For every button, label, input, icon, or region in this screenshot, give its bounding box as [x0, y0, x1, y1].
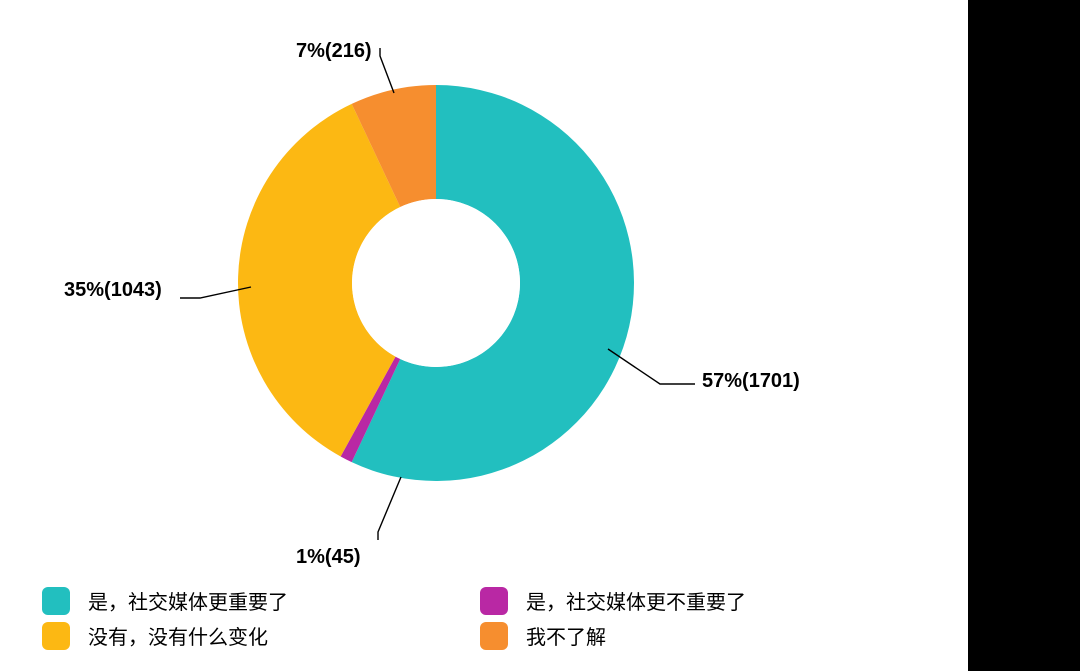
- swatch-yes-less: [480, 587, 508, 615]
- legend-item-yes-more: 是，社交媒体更重要了: [42, 586, 288, 615]
- donut-chart: [0, 0, 1080, 671]
- label-no-change: 35%(1043): [64, 279, 162, 302]
- legend-text-yes-more: 是，社交媒体更重要了: [88, 586, 288, 615]
- leader-dont_know: [380, 48, 394, 93]
- label-yes-more: 57%(1701): [702, 370, 800, 393]
- legend-text-yes-less: 是，社交媒体更不重要了: [526, 586, 746, 615]
- donut-hole: [352, 199, 520, 367]
- legend-col-2: 是，社交媒体更不重要了 我不了解: [480, 586, 746, 650]
- label-dont-know: 7%(216): [296, 40, 372, 63]
- legend-text-no-change: 没有，没有什么变化: [88, 621, 268, 650]
- chart-stage: 57%(1701) 1%(45) 35%(1043) 7%(216) 是，社交媒…: [0, 0, 1080, 671]
- legend-item-dont-know: 我不了解: [480, 621, 746, 650]
- leader-yes_less: [378, 477, 401, 540]
- donut-svg: [0, 0, 1080, 671]
- swatch-dont-know: [480, 622, 508, 650]
- label-yes-less: 1%(45): [296, 546, 360, 569]
- swatch-no-change: [42, 622, 70, 650]
- legend-item-yes-less: 是，社交媒体更不重要了: [480, 586, 746, 615]
- legend-text-dont-know: 我不了解: [526, 621, 606, 650]
- leader-yes_more: [608, 349, 695, 384]
- legend-item-no-change: 没有，没有什么变化: [42, 621, 288, 650]
- swatch-yes-more: [42, 587, 70, 615]
- legend-col-1: 是，社交媒体更重要了 没有，没有什么变化: [42, 586, 288, 650]
